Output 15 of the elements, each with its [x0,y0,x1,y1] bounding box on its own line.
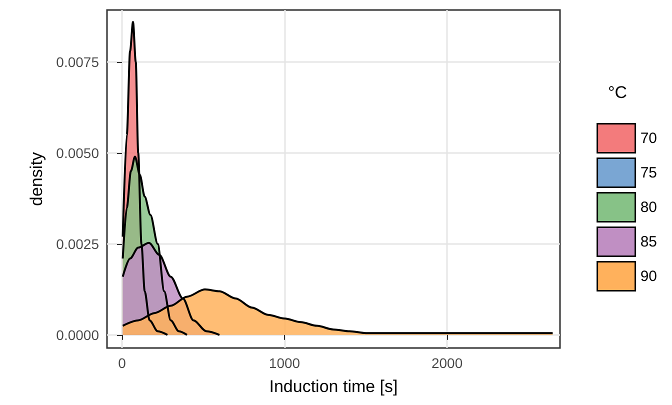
x-tick-label: 2000 [431,355,463,371]
y-tick-label: 0.0075 [56,54,100,70]
legend-label: 90 [640,268,658,285]
x-tick-label: 0 [118,355,126,371]
legend-label: 75 [640,164,658,182]
y-tick-label: 0.0050 [56,144,100,161]
legend-label: 70 [640,130,658,147]
legend-title: °C [608,83,628,102]
y-axis-title: density [27,152,46,206]
legend-label: 85 [640,233,658,250]
legend-label: 80 [640,198,658,216]
x-axis-title: Induction time [s] [269,377,398,396]
y-tick-label: 0.0025 [56,236,100,252]
y-tick-label: 0.0000 [56,326,100,343]
x-tick-label: 1000 [268,355,300,371]
